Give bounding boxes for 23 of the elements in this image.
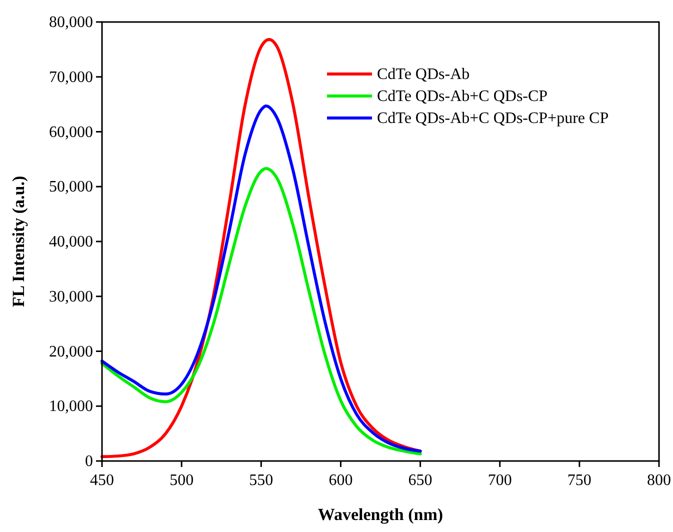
x-tick-label: 700 bbox=[488, 472, 512, 489]
y-axis-title: FL Intensity (a.u.) bbox=[9, 176, 28, 308]
y-tick-label: 50,000 bbox=[49, 178, 93, 196]
x-tick-label: 650 bbox=[408, 472, 432, 489]
legend-label: CdTe QDs-Ab bbox=[377, 66, 470, 83]
x-tick-label: 750 bbox=[567, 472, 592, 489]
y-tick-label: 10,000 bbox=[49, 398, 93, 416]
x-tick-label: 450 bbox=[90, 472, 114, 489]
legend-label: CdTe QDs-Ab+C QDs-CP bbox=[377, 88, 548, 105]
line-series bbox=[100, 167, 422, 456]
x-tick-label: 550 bbox=[249, 472, 274, 489]
x-axis-title: Wavelength (nm) bbox=[318, 505, 444, 524]
y-tick-label: 0 bbox=[85, 453, 93, 470]
y-tick-label: 40,000 bbox=[49, 234, 93, 250]
y-tick-label: 70,000 bbox=[49, 68, 93, 86]
y-tick-label: 30,000 bbox=[49, 288, 93, 306]
y-tick-label: 20,000 bbox=[49, 343, 93, 360]
y-tick-label: 60,000 bbox=[49, 124, 93, 141]
x-tick-label: 600 bbox=[328, 472, 353, 489]
y-tick-label: 80,000 bbox=[49, 14, 93, 31]
x-tick-label: 500 bbox=[170, 472, 194, 489]
legend-label: CdTe QDs-Ab+C QDs-CP+pure CP bbox=[377, 110, 609, 127]
x-tick-label: 800 bbox=[647, 472, 671, 489]
